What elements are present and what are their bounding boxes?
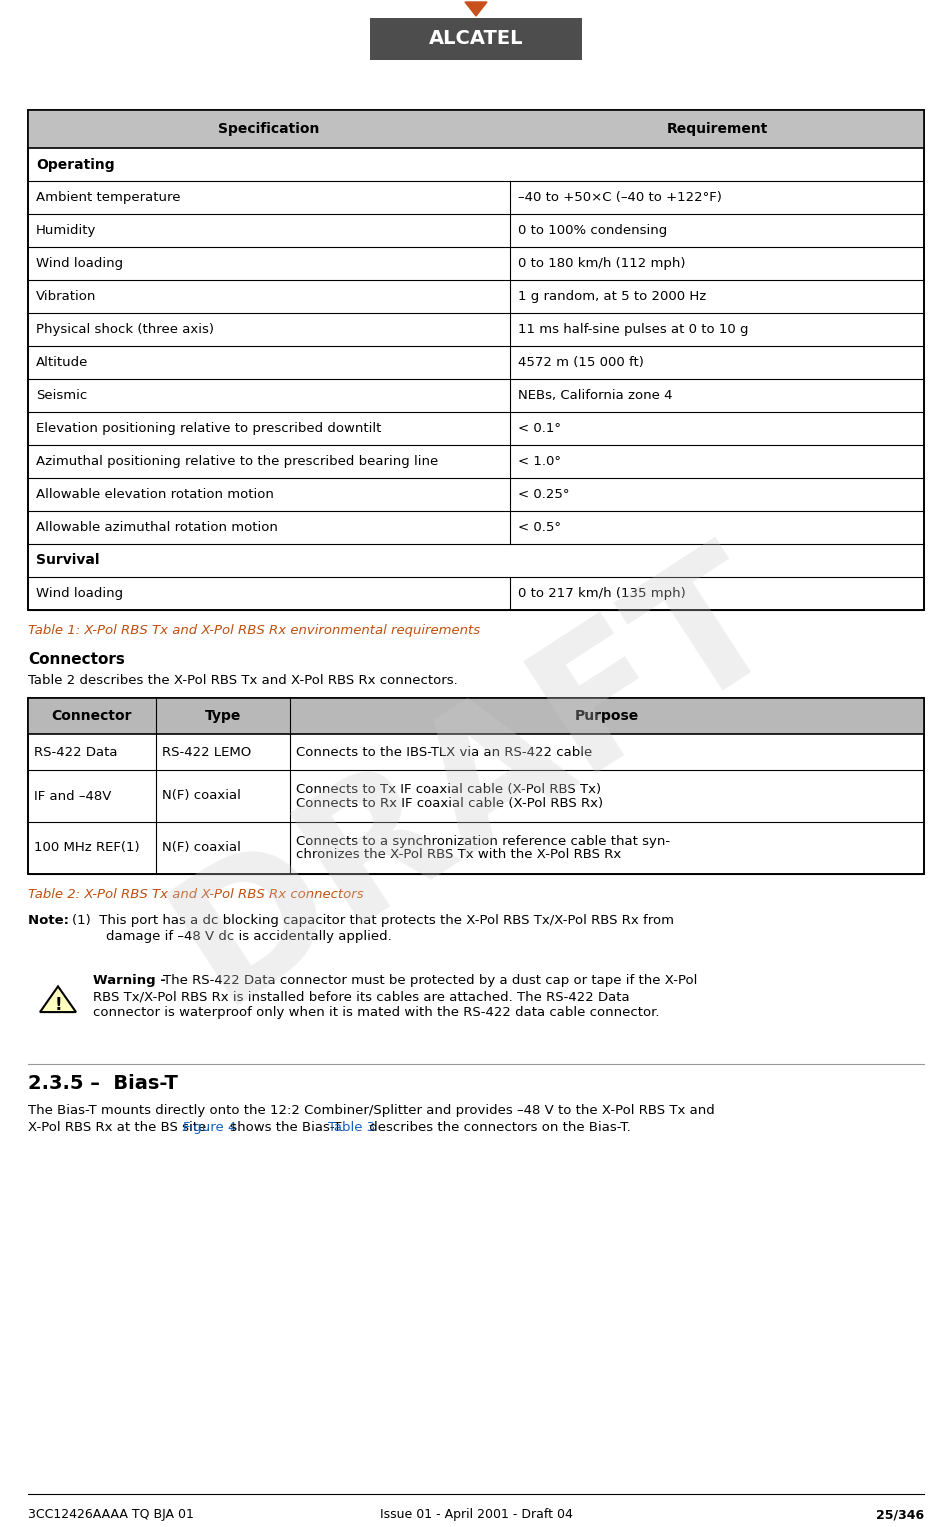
Text: DRAFT: DRAFT <box>145 522 807 1038</box>
Text: chronizes the X-Pol RBS Tx with the X-Pol RBS Rx: chronizes the X-Pol RBS Tx with the X-Po… <box>296 849 622 861</box>
Text: Azimuthal positioning relative to the prescribed bearing line: Azimuthal positioning relative to the pr… <box>36 455 438 467</box>
Text: 11 ms half-sine pulses at 0 to 10 g: 11 ms half-sine pulses at 0 to 10 g <box>518 324 748 336</box>
Text: Connects to Rx IF coaxial cable (X-Pol RBS Rx): Connects to Rx IF coaxial cable (X-Pol R… <box>296 797 604 809</box>
Text: RBS Tx/X-Pol RBS Rx is installed before its cables are attached. The RS-422 Data: RBS Tx/X-Pol RBS Rx is installed before … <box>93 989 629 1003</box>
Text: Type: Type <box>205 709 241 722</box>
Text: Operating: Operating <box>36 157 114 171</box>
Polygon shape <box>40 986 76 1012</box>
Text: Requirement: Requirement <box>666 122 767 136</box>
Text: 4572 m (15 000 ft): 4572 m (15 000 ft) <box>518 356 644 370</box>
Text: N(F) coaxial: N(F) coaxial <box>162 789 241 803</box>
Text: Seismic: Seismic <box>36 389 88 402</box>
Text: –40 to +50×C (–40 to +122°F): –40 to +50×C (–40 to +122°F) <box>518 191 722 205</box>
Text: Table 1: X-Pol RBS Tx and X-Pol RBS Rx environmental requirements: Table 1: X-Pol RBS Tx and X-Pol RBS Rx e… <box>28 625 480 637</box>
Text: 100 MHz REF(1): 100 MHz REF(1) <box>34 841 140 855</box>
Text: Connectors: Connectors <box>28 652 125 667</box>
Text: 1 g random, at 5 to 2000 Hz: 1 g random, at 5 to 2000 Hz <box>518 290 706 302</box>
Text: The RS-422 Data connector must be protected by a dust cap or tape if the X-Pol: The RS-422 Data connector must be protec… <box>163 974 698 986</box>
Text: Table 2: X-Pol RBS Tx and X-Pol RBS Rx connectors: Table 2: X-Pol RBS Tx and X-Pol RBS Rx c… <box>28 889 364 901</box>
Text: Allowable elevation rotation motion: Allowable elevation rotation motion <box>36 489 274 501</box>
Text: Specification: Specification <box>218 122 320 136</box>
Text: Table 2 describes the X-Pol RBS Tx and X-Pol RBS Rx connectors.: Table 2 describes the X-Pol RBS Tx and X… <box>28 673 458 687</box>
Text: damage if –48 V dc is accidentally applied.: damage if –48 V dc is accidentally appli… <box>72 930 392 944</box>
Text: 0 to 217 km/h (135 mph): 0 to 217 km/h (135 mph) <box>518 586 685 600</box>
Polygon shape <box>465 2 487 15</box>
Text: Connects to a synchronization reference cable that syn-: Connects to a synchronization reference … <box>296 834 670 847</box>
Text: connector is waterproof only when it is mated with the RS-422 data cable connect: connector is waterproof only when it is … <box>93 1006 660 1019</box>
Text: The Bias-T mounts directly onto the 12:2 Combiner/Splitter and provides –48 V to: The Bias-T mounts directly onto the 12:2… <box>28 1104 715 1116</box>
Text: Physical shock (three axis): Physical shock (three axis) <box>36 324 214 336</box>
Text: 3CC12426AAAA TQ BJA 01: 3CC12426AAAA TQ BJA 01 <box>28 1509 194 1521</box>
Text: Note:: Note: <box>28 915 73 927</box>
Text: describes the connectors on the Bias-T.: describes the connectors on the Bias-T. <box>365 1121 631 1135</box>
Text: Warning -: Warning - <box>93 974 170 986</box>
Text: Elevation positioning relative to prescribed downtilt: Elevation positioning relative to prescr… <box>36 421 382 435</box>
Text: Vibration: Vibration <box>36 290 96 302</box>
Text: shows the Bias-T.: shows the Bias-T. <box>226 1121 348 1135</box>
Text: (1)  This port has a dc blocking capacitor that protects the X-Pol RBS Tx/X-Pol : (1) This port has a dc blocking capacito… <box>72 915 674 927</box>
Text: NEBs, California zone 4: NEBs, California zone 4 <box>518 389 672 402</box>
Text: Purpose: Purpose <box>575 709 639 722</box>
Text: ALCATEL: ALCATEL <box>428 29 524 49</box>
Text: !: ! <box>54 996 62 1014</box>
Text: Wind loading: Wind loading <box>36 586 123 600</box>
Text: Allowable azimuthal rotation motion: Allowable azimuthal rotation motion <box>36 521 278 534</box>
Text: Altitude: Altitude <box>36 356 89 370</box>
FancyBboxPatch shape <box>28 698 924 734</box>
Text: Humidity: Humidity <box>36 224 96 237</box>
Text: < 0.5°: < 0.5° <box>518 521 561 534</box>
Text: 0 to 180 km/h (112 mph): 0 to 180 km/h (112 mph) <box>518 257 685 270</box>
FancyBboxPatch shape <box>28 110 924 148</box>
Text: N(F) coaxial: N(F) coaxial <box>162 841 241 855</box>
Text: X-Pol RBS Rx at the BS site.: X-Pol RBS Rx at the BS site. <box>28 1121 214 1135</box>
Text: 25/346: 25/346 <box>876 1509 924 1521</box>
Text: Connector: Connector <box>51 709 132 722</box>
Text: Connects to the IBS-TLX via an RS-422 cable: Connects to the IBS-TLX via an RS-422 ca… <box>296 745 592 759</box>
Text: Wind loading: Wind loading <box>36 257 123 270</box>
Text: RS-422 Data: RS-422 Data <box>34 745 117 759</box>
Text: IF and –48V: IF and –48V <box>34 789 111 803</box>
Text: 0 to 100% condensing: 0 to 100% condensing <box>518 224 667 237</box>
Text: < 1.0°: < 1.0° <box>518 455 561 467</box>
Text: < 0.1°: < 0.1° <box>518 421 561 435</box>
Text: Issue 01 - April 2001 - Draft 04: Issue 01 - April 2001 - Draft 04 <box>380 1509 572 1521</box>
Text: Connects to Tx IF coaxial cable (X-Pol RBS Tx): Connects to Tx IF coaxial cable (X-Pol R… <box>296 782 601 796</box>
Text: Table 3: Table 3 <box>327 1121 375 1135</box>
Text: Ambient temperature: Ambient temperature <box>36 191 181 205</box>
Text: Figure 4: Figure 4 <box>183 1121 236 1135</box>
Text: 2.3.5 –  Bias-T: 2.3.5 – Bias-T <box>28 1073 178 1093</box>
FancyBboxPatch shape <box>28 110 924 609</box>
FancyBboxPatch shape <box>370 18 582 60</box>
Text: < 0.25°: < 0.25° <box>518 489 569 501</box>
Text: Survival: Survival <box>36 553 100 568</box>
Text: RS-422 LEMO: RS-422 LEMO <box>162 745 251 759</box>
FancyBboxPatch shape <box>28 698 924 873</box>
